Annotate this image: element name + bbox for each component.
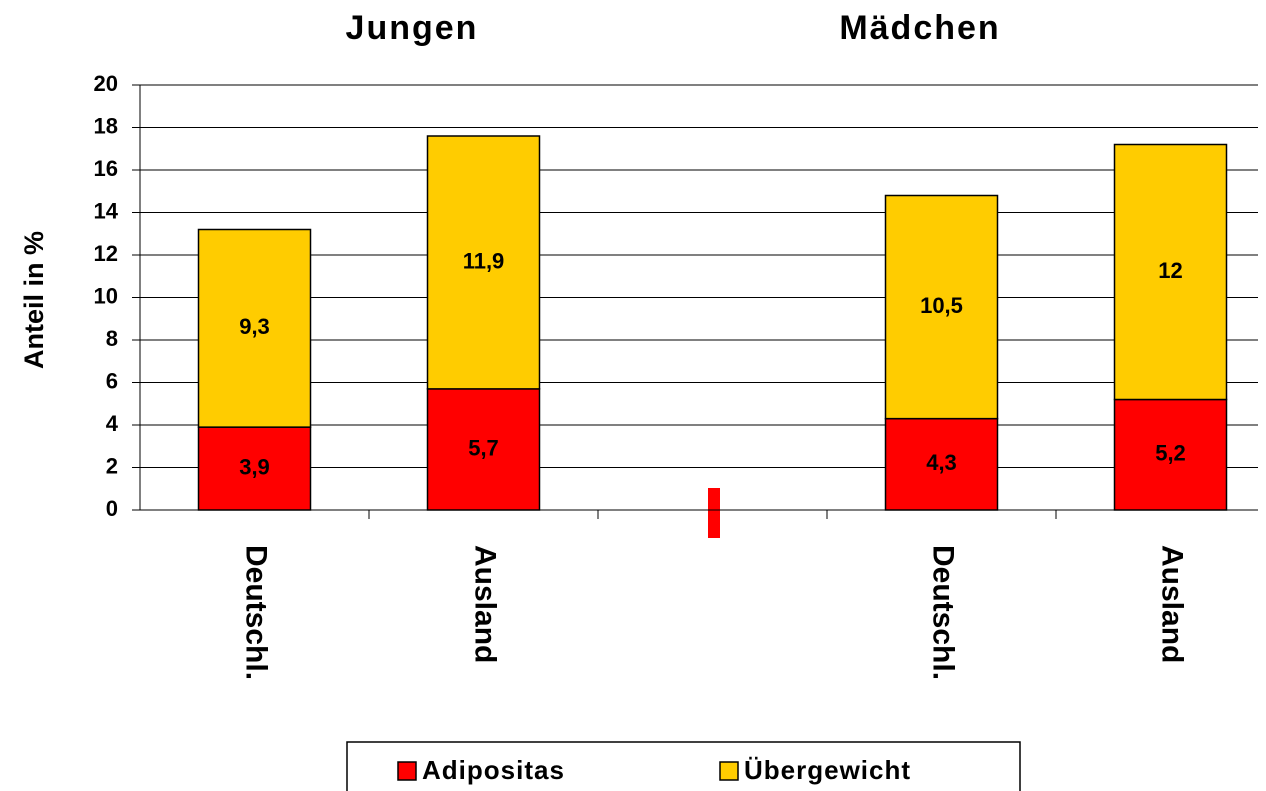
y-tick-label: 12 — [94, 241, 118, 266]
bar-segment — [884, 417, 999, 511]
artifact — [708, 488, 720, 538]
value-label: 5,7 — [468, 435, 499, 460]
legend-label: Adipositas — [422, 755, 565, 785]
legend-box — [346, 741, 1021, 791]
legend-label: Übergewicht — [744, 755, 911, 785]
y-tick-label: 6 — [106, 368, 118, 393]
bar-segment — [426, 388, 541, 511]
value-label: 10,5 — [920, 293, 963, 318]
y-tick-label: 8 — [106, 326, 118, 351]
x-tick-label: Deutschl. — [927, 545, 960, 680]
value-label: 4,3 — [926, 450, 957, 475]
x-tick-label: Ausland — [469, 545, 502, 663]
x-tick-label: Ausland — [1156, 545, 1189, 663]
y-tick-label: 4 — [106, 411, 119, 436]
group-label: Mädchen — [839, 9, 1000, 47]
bar-segment — [1113, 143, 1228, 401]
y-tick-label: 16 — [94, 156, 118, 181]
value-label: 3,9 — [239, 454, 270, 479]
bar-segment — [197, 228, 312, 428]
bar-segment — [197, 426, 312, 511]
bar-segment — [426, 135, 541, 390]
bar-segment — [1113, 398, 1228, 511]
y-tick-label: 20 — [94, 71, 118, 96]
group-label: Jungen — [346, 9, 479, 47]
value-label: 5,2 — [1155, 441, 1186, 466]
value-label: 11,9 — [463, 248, 505, 273]
y-tick-label: 0 — [106, 496, 118, 521]
y-tick-label: 2 — [106, 453, 118, 478]
y-axis-label: Anteil in % — [19, 231, 49, 369]
y-tick-label: 14 — [94, 198, 119, 223]
legend-swatch — [397, 761, 417, 781]
value-label: 12 — [1158, 258, 1182, 283]
bar-segment — [884, 194, 999, 420]
legend-swatch — [719, 761, 739, 781]
y-tick-label: 10 — [94, 283, 118, 308]
x-tick-label: Deutschl. — [240, 545, 273, 680]
y-tick-label: 18 — [94, 113, 118, 138]
value-label: 9,3 — [239, 314, 270, 339]
